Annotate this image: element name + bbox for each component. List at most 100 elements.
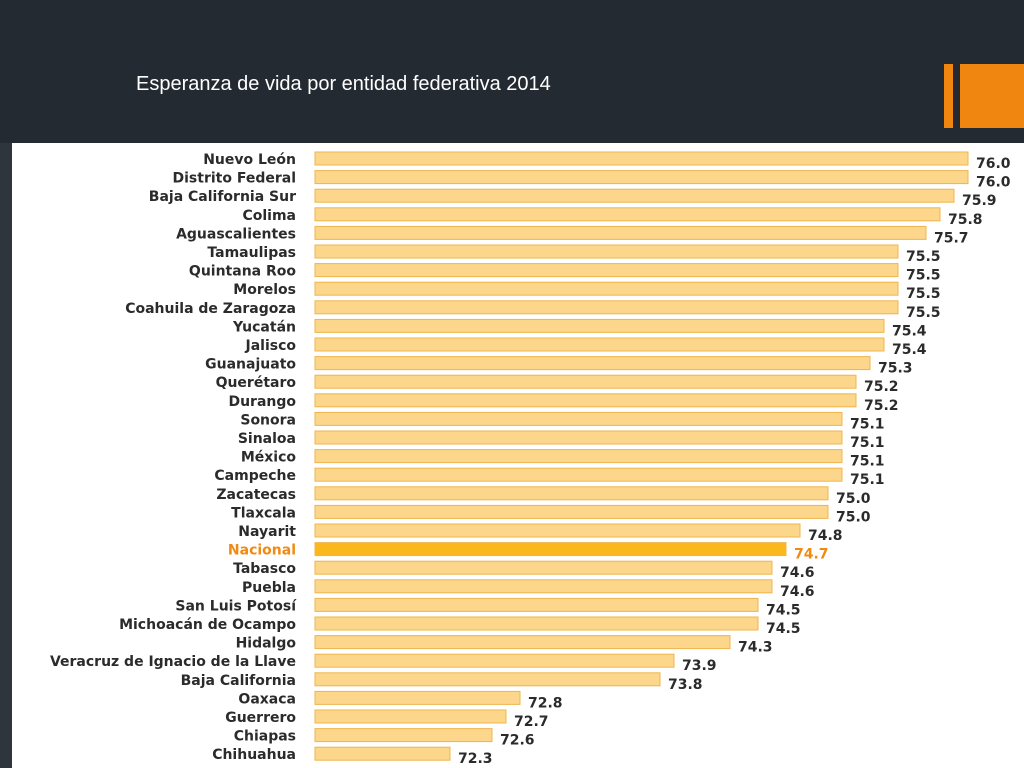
value-label: 75.8 <box>948 212 983 228</box>
chart-panel: Nuevo León 76.0 Distrito Federal 76.0 Baja C… <box>12 143 1024 768</box>
category-label: Jalisco <box>244 338 296 354</box>
category-label: Durango <box>228 394 296 410</box>
bar <box>314 374 857 389</box>
bar <box>314 411 843 426</box>
bar <box>314 728 493 743</box>
value-label: 72.8 <box>528 695 563 711</box>
bar <box>314 597 759 612</box>
bar-chart: Nuevo León 76.0 Distrito Federal 76.0 Baja C… <box>50 151 1011 767</box>
bar <box>314 151 969 166</box>
category-label: Coahuila de Zaragoza <box>125 301 296 317</box>
value-label: 75.2 <box>864 398 899 414</box>
accent-bar-thin <box>944 64 953 128</box>
bar <box>314 672 661 687</box>
value-label: 75.5 <box>906 286 941 302</box>
bar-nacional <box>314 542 787 557</box>
accent-bar-thick <box>960 64 1024 128</box>
value-label: 74.6 <box>780 565 815 581</box>
category-label: Nuevo León <box>203 152 296 168</box>
value-label: 75.5 <box>906 305 941 321</box>
value-label: 76.0 <box>976 175 1011 191</box>
category-label: Guanajuato <box>205 357 296 373</box>
category-label: Nayarit <box>238 524 296 540</box>
bar <box>314 337 885 352</box>
value-label: 72.3 <box>458 751 493 767</box>
bar <box>314 393 857 408</box>
category-label: Morelos <box>233 282 296 298</box>
bar <box>314 244 899 259</box>
bar <box>314 746 451 761</box>
category-label: Quintana Roo <box>189 264 296 280</box>
value-label: 75.4 <box>892 342 927 358</box>
category-label: Michoacán de Ocampo <box>119 617 296 633</box>
value-label: 75.5 <box>906 268 941 284</box>
value-label: 73.8 <box>668 677 703 693</box>
category-label: Chiapas <box>234 729 296 745</box>
value-label: 75.7 <box>934 230 969 246</box>
bar <box>314 579 773 594</box>
value-label: 75.1 <box>850 435 885 451</box>
bar <box>314 300 899 315</box>
bar <box>314 635 731 650</box>
bar <box>314 709 507 724</box>
category-label: Yucatán <box>232 319 296 335</box>
bar <box>314 188 955 203</box>
bar <box>314 430 843 445</box>
category-label: Aguascalientes <box>176 226 296 242</box>
value-label: 75.1 <box>850 472 885 488</box>
value-label: 74.5 <box>766 602 801 618</box>
left-margin-strip <box>0 143 12 768</box>
bar <box>314 690 521 705</box>
category-label: Nacional <box>228 543 296 559</box>
bar <box>314 653 675 668</box>
category-label: Campeche <box>214 468 296 484</box>
value-label: 74.6 <box>780 584 815 600</box>
category-label: Baja California <box>181 673 296 689</box>
value-label: 74.8 <box>808 528 843 544</box>
category-label: Sonora <box>240 412 296 428</box>
value-label: 75.0 <box>836 491 871 507</box>
category-label: Veracruz de Ignacio de la Llave <box>50 654 296 670</box>
value-label: 73.9 <box>682 658 717 674</box>
category-label: Distrito Federal <box>173 171 297 187</box>
slide-title: Esperanza de vida por entidad federativa… <box>136 73 551 95</box>
bar <box>314 225 927 240</box>
category-label: Puebla <box>242 580 296 596</box>
value-label: 75.4 <box>892 323 927 339</box>
bar <box>314 207 941 222</box>
value-label: 75.3 <box>878 361 913 377</box>
category-label: Zacatecas <box>216 487 296 503</box>
value-label: 72.6 <box>500 733 535 749</box>
category-label: Colima <box>242 208 296 224</box>
category-label: Guerrero <box>225 710 296 726</box>
value-label: 76.0 <box>976 156 1011 172</box>
bar <box>314 449 843 464</box>
bar <box>314 281 899 296</box>
category-label: Tlaxcala <box>231 505 296 521</box>
category-label: Sinaloa <box>238 431 296 447</box>
bar <box>314 467 843 482</box>
value-label: 74.5 <box>766 621 801 637</box>
value-label: 75.0 <box>836 509 871 525</box>
bar <box>314 523 801 538</box>
value-label: 74.7 <box>794 547 829 563</box>
bar <box>314 560 773 575</box>
value-label: 74.3 <box>738 640 773 656</box>
bar <box>314 356 871 371</box>
bar <box>314 486 829 501</box>
category-label: Oaxaca <box>238 691 296 707</box>
bar <box>314 170 969 185</box>
bar <box>314 318 885 333</box>
category-label: Querétaro <box>216 375 297 391</box>
value-label: 75.1 <box>850 454 885 470</box>
bar <box>314 263 899 278</box>
value-label: 75.2 <box>864 379 899 395</box>
bar <box>314 616 759 631</box>
value-label: 75.9 <box>962 193 997 209</box>
bar <box>314 504 829 519</box>
category-label: Tabasco <box>233 561 296 577</box>
category-label: Hidalgo <box>236 636 297 652</box>
value-label: 75.5 <box>906 249 941 265</box>
value-label: 75.1 <box>850 416 885 432</box>
category-label: Chihuahua <box>212 747 296 763</box>
